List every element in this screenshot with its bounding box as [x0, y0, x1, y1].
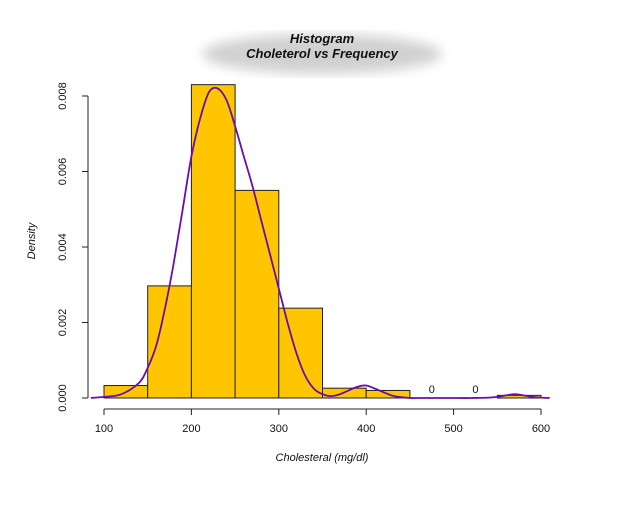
x-axis-label: Cholesteral (mg/dl)	[276, 452, 369, 464]
x-tick-label: 200	[182, 423, 200, 435]
x-tick-label: 400	[357, 423, 375, 435]
density-curve-group	[90, 86, 550, 399]
chart-subtitle: Choleterol vs Frequency	[246, 46, 398, 61]
bar-count-label: 0	[472, 384, 478, 396]
x-tick-label: 600	[532, 423, 550, 435]
title-shadow	[202, 34, 442, 74]
histogram-bar	[234, 189, 280, 399]
decorative-shadow	[202, 34, 442, 74]
chart-title: Histogram	[290, 31, 355, 46]
bars-group	[103, 84, 542, 399]
y-axis: 0.000 0.002 0.004 0.006 0.008	[57, 82, 89, 412]
histogram-bar	[190, 84, 236, 399]
y-tick-label: 0.008	[57, 82, 69, 110]
histogram-bar	[278, 307, 323, 399]
histogram-bar	[147, 285, 192, 399]
y-tick-label: 0.000	[57, 384, 69, 412]
x-tick-label: 500	[444, 423, 462, 435]
y-tick-label: 0.006	[57, 158, 69, 186]
y-tick-label: 0.002	[57, 309, 69, 337]
y-tick-label: 0.004	[57, 233, 69, 261]
y-axis-label: Density	[26, 221, 38, 259]
x-tick-label: 100	[95, 423, 113, 435]
density-curve	[90, 86, 550, 399]
bar-count-label: 0	[429, 384, 435, 396]
x-tick-label: 300	[270, 423, 288, 435]
x-axis: 100 200 300 400 500 600	[95, 408, 550, 435]
